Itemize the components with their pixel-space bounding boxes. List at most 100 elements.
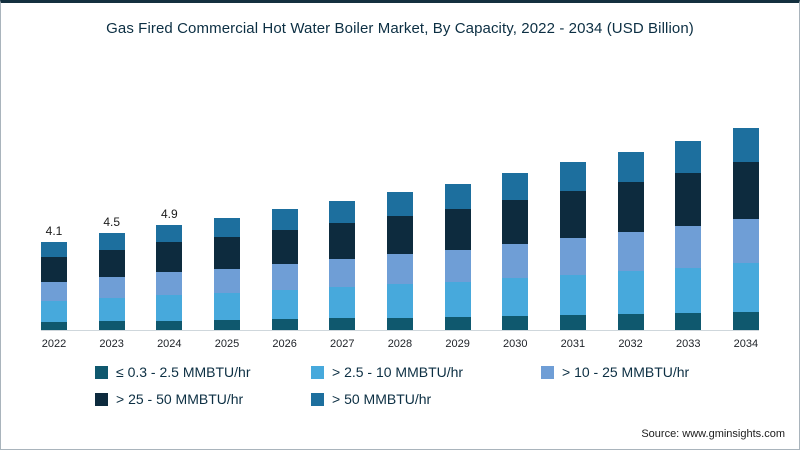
- x-axis-tick-label: 2029: [445, 338, 470, 350]
- bar-segment: [502, 315, 529, 330]
- bar-column: [213, 79, 240, 330]
- source-text: Source: www.gminsights.com: [641, 428, 785, 440]
- bar-segment: [156, 295, 183, 321]
- bar-segment: [386, 254, 413, 285]
- bar-segment: [98, 298, 125, 322]
- bar-segment: [732, 127, 759, 163]
- legend-item: > 10 - 25 MMBTU/hr: [541, 364, 739, 380]
- bar-segment: [156, 271, 183, 296]
- bar-stack: [559, 162, 586, 330]
- bar-segment: [41, 322, 67, 330]
- bar-column: [732, 79, 759, 330]
- bar-stack: [617, 151, 644, 330]
- bar-segment: [98, 276, 125, 299]
- legend-label: ≤ 0.3 - 2.5 MMBTU/hr: [116, 364, 251, 380]
- bar-segment: [675, 140, 702, 173]
- bar-segment: [98, 249, 125, 277]
- bar-segment: [559, 162, 586, 191]
- bar-segment: [732, 218, 759, 264]
- bar-stack: [41, 241, 67, 330]
- legend-item: > 25 - 50 MMBTU/hr: [95, 391, 311, 407]
- bar-segment: [156, 242, 183, 272]
- bar-stack: [329, 200, 356, 330]
- bar-segment: [41, 241, 67, 257]
- x-axis-tick-label: 2027: [330, 338, 355, 350]
- bar-segment: [444, 249, 471, 282]
- bar-segment: [502, 278, 529, 316]
- x-axis-tick-label: 2030: [503, 338, 528, 350]
- bar-segment: [444, 281, 471, 317]
- bar-segment: [213, 218, 240, 238]
- bar-segment: [675, 313, 702, 330]
- bar-segment: [329, 259, 356, 288]
- bar-segment: [559, 237, 586, 275]
- legend-label: > 10 - 25 MMBTU/hr: [562, 364, 690, 380]
- x-axis-labels: 2022 2023 2024 2025 2026 2027 2028 2029 2030 2031…: [41, 338, 759, 350]
- bar-segment: [213, 293, 240, 320]
- bar-column: [675, 79, 702, 330]
- bar-segment: [675, 172, 702, 226]
- bar-total-label: 4.9: [160, 206, 178, 221]
- bar-segment: [271, 209, 298, 231]
- bar-segment: [617, 181, 644, 232]
- bar-segment: [386, 192, 413, 216]
- legend-label: > 50 MMBTU/hr: [332, 391, 432, 407]
- bar-segment: [444, 183, 471, 209]
- bars-container: 4.1 4.5 4.9: [41, 79, 759, 331]
- bar-segment: [98, 233, 125, 250]
- bar-segment: [444, 208, 471, 250]
- bar-segment: [732, 263, 759, 312]
- bar-column: [444, 79, 471, 330]
- bar-column: [271, 79, 298, 330]
- bar-segment: [98, 321, 125, 330]
- bar-segment: [617, 231, 644, 272]
- x-axis-tick-label: 2025: [214, 338, 240, 350]
- bar-stack: [213, 218, 240, 330]
- bar-segment: [41, 256, 67, 282]
- x-axis-tick-label: 2028: [387, 338, 413, 350]
- bar-column: 4.9: [156, 79, 183, 330]
- bar-segment: [271, 230, 298, 264]
- bar-segment: [41, 300, 67, 322]
- plot-area: 4.1 4.5 4.9 2022 2023 2024 2025 2026 2027 2028 20…: [41, 79, 759, 350]
- legend-item: > 2.5 - 10 MMBTU/hr: [311, 364, 541, 380]
- bar-stack: [156, 224, 183, 330]
- bar-stack: [271, 209, 298, 330]
- bar-segment: [271, 263, 298, 291]
- legend-label: > 25 - 50 MMBTU/hr: [116, 391, 244, 407]
- bar-column: [502, 79, 529, 330]
- bar-segment: [675, 225, 702, 268]
- legend-swatch: [95, 392, 108, 406]
- bar-stack: [444, 183, 471, 330]
- x-axis-tick-label: 2022: [41, 338, 67, 350]
- bar-segment: [213, 237, 240, 269]
- bar-segment: [156, 224, 183, 243]
- bar-segment: [617, 271, 644, 314]
- bar-segment: [386, 284, 413, 318]
- bar-segment: [329, 287, 356, 319]
- bar-segment: [329, 318, 356, 330]
- bar-total-label: 4.5: [103, 215, 120, 230]
- bar-segment: [617, 313, 644, 330]
- bar-total-label: 4.1: [45, 223, 63, 238]
- legend-label: > 2.5 - 10 MMBTU/hr: [332, 364, 464, 380]
- bar-column: [329, 79, 356, 330]
- legend-swatch: [311, 365, 324, 379]
- bar-segment: [617, 151, 644, 182]
- bar-segment: [732, 311, 759, 330]
- bar-segment: [502, 172, 529, 200]
- bar-segment: [329, 222, 356, 260]
- x-axis-tick-label: 2023: [99, 338, 124, 350]
- bar-segment: [444, 316, 471, 330]
- bar-column: [386, 79, 413, 330]
- legend-swatch: [311, 392, 324, 406]
- bar-segment: [559, 274, 586, 315]
- x-axis-tick-label: 2031: [560, 338, 586, 350]
- x-axis-tick-label: 2033: [675, 338, 701, 350]
- legend-item: ≤ 0.3 - 2.5 MMBTU/hr: [95, 364, 311, 380]
- x-axis-tick-label: 2026: [272, 338, 297, 350]
- bar-segment: [213, 268, 240, 294]
- bar-stack: [732, 127, 759, 330]
- bar-stack: [386, 192, 413, 330]
- legend-swatch: [541, 365, 554, 379]
